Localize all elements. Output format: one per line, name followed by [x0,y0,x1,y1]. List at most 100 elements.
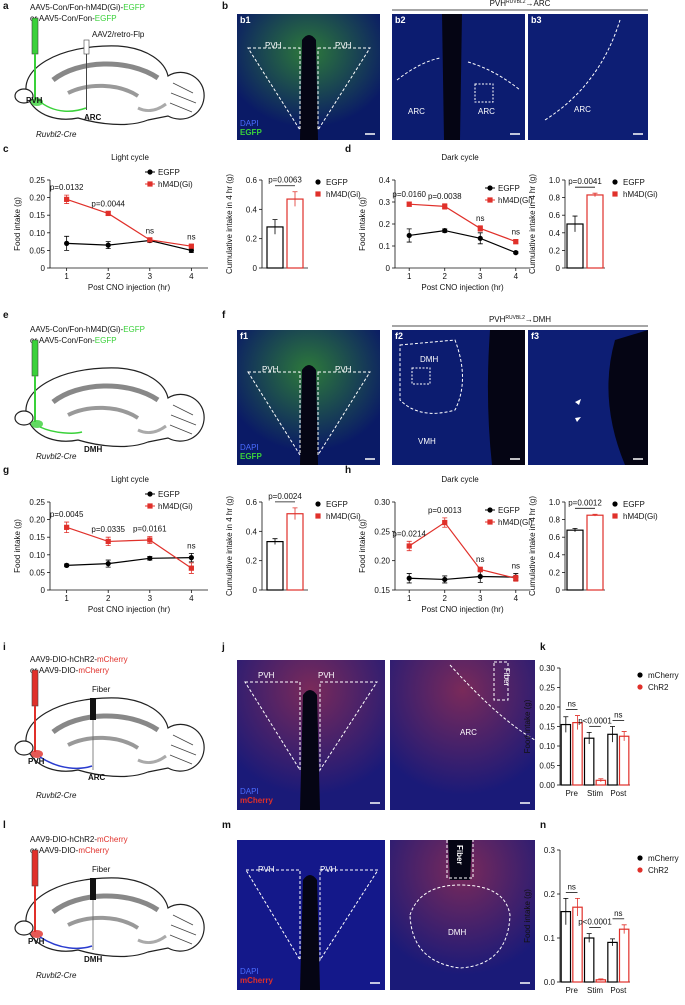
error-bar [272,219,278,235]
x-tick-label: 1 [64,594,69,603]
projection [39,426,83,434]
virus-label: AAV5-Con/Fon-hM4D(Gi)-EGFP [30,3,145,12]
y-tick-label: 0.20 [539,703,555,712]
injection-site [31,420,43,428]
y-tick-label: 0.2 [246,235,258,244]
y-tick-label: 0.2 [246,557,258,566]
annotation: p=0.0335 [91,525,125,534]
series-line [409,203,516,243]
annotation: p=0.0038 [428,192,462,201]
bar [618,928,630,983]
data-point [406,201,412,207]
virus-label-part: EGFP [95,14,117,23]
legend-marker [612,513,618,519]
y-tick-label: 0.10 [29,551,45,560]
data-point [105,561,111,567]
data-point [442,203,448,209]
bar [583,937,595,983]
error-bar [621,924,627,934]
data-point [477,225,483,231]
legend-marker [487,519,493,525]
legend-label: mCherry [648,854,679,863]
panel-label: f [222,310,226,321]
brain-outline [15,368,204,447]
y-axis-label: Food intake (g) [13,519,22,573]
region-label: PVH [28,937,45,946]
virus-label: or AAV5-Con/Fon-EGFP [30,336,117,345]
panel-label: a [3,1,9,12]
panel-label: g [3,465,9,476]
error-bar [272,538,278,545]
x-tick-label: Pre [565,986,578,995]
data-point [513,250,519,256]
region-outline [317,47,371,132]
y-tick-label: 0.25 [29,498,45,507]
legend-marker [637,855,643,861]
image-label: ARC [574,105,591,114]
bar [286,513,304,591]
error-bar [575,715,580,730]
annotation: p<0.0001 [578,918,612,927]
annotation: p=0.0013 [428,506,462,515]
virus-label-part: AAV9-DIO-hChR2- [30,655,97,664]
virus-label-part: EGFP [95,336,117,345]
legend-marker [487,185,493,191]
y-tick-label: 0.15 [539,723,555,732]
x-tick-label: 2 [106,272,111,281]
annotation: p=0.0041 [568,177,602,186]
y-axis-label: Food intake (g) [358,519,367,573]
image-label: ARC [408,107,425,116]
legend-label: hM4D(Gi) [326,512,361,521]
image-label: PVH [318,671,335,680]
legend-marker [637,672,643,678]
ventricle [300,875,320,990]
data-point [406,543,412,549]
panel-label: k [540,642,546,653]
data-point [477,573,483,580]
y-tick-label: 0.10 [29,229,45,238]
virus-label: AAV5-Con/Fon-hM4D(Gi)-EGFP [30,325,145,334]
image-label: Fiber [455,845,464,865]
annotation: p=0.0024 [268,492,302,501]
y-tick-label: 0.25 [29,176,45,185]
error-bar [292,507,298,520]
annotation: p=0.0044 [91,199,125,208]
image-label: PVH [258,865,275,874]
micrograph [390,660,535,810]
y-tick-label: 0.2 [549,246,561,255]
mouse-line: Ruvbl2-Cre [36,452,77,461]
data-point [188,565,194,571]
injection-site [31,750,43,758]
data-point [147,537,153,543]
sub-label: b3 [531,15,542,25]
legend-marker [487,197,493,203]
image-label: Fiber [502,668,511,687]
image-label: EGFP [240,452,262,461]
y-tick-label: 0.20 [29,194,45,203]
y-tick-label: 0.00 [539,781,555,790]
data-point [477,235,483,241]
data-point [513,239,519,245]
y-tick-label: 1.0 [549,176,561,185]
y-tick-label: 0 [556,586,561,595]
syringe [31,669,39,707]
data-point [513,575,519,581]
data-point [147,555,153,561]
x-tick-label: Post [610,789,627,798]
syringe [31,339,39,377]
virus-label-part: or AAV5-Con/Fon- [30,336,95,345]
syringe [83,39,90,55]
legend-label: ChR2 [648,866,669,875]
error-bar [610,726,615,743]
region-label: PVH [28,757,45,766]
sub-label: f1 [240,331,248,341]
region-outline [245,869,301,962]
region-outline [317,371,371,457]
legend-marker [637,867,643,873]
error-bar [610,938,615,946]
x-tick-label: 1 [407,272,412,281]
data-point [64,562,70,568]
image-label: DMH [420,355,438,364]
chart-title: Dark cycle [441,153,479,162]
